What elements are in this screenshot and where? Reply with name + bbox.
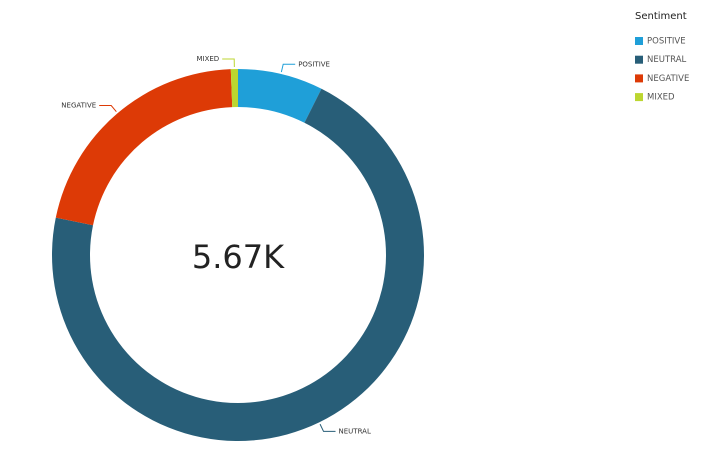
legend-swatch (635, 93, 643, 102)
legend-swatch (635, 74, 643, 83)
legend-label: NEUTRAL (647, 55, 687, 65)
legend-swatch (635, 37, 643, 45)
slice-label: POSITIVE (298, 60, 330, 68)
legend-label: NEGATIVE (647, 74, 689, 84)
legend-title: Sentiment (635, 11, 687, 22)
slice-label: MIXED (196, 55, 219, 63)
donut-slice (55, 69, 233, 226)
leader-line (319, 423, 336, 432)
slice-label: NEGATIVE (61, 102, 96, 110)
legend-label: MIXED (647, 93, 675, 103)
leader-line (222, 58, 235, 68)
donut-slice (238, 69, 322, 123)
donut-slice (230, 69, 238, 108)
slice-label: NEUTRAL (339, 427, 371, 435)
leader-line (99, 105, 117, 112)
leader-line (280, 63, 296, 73)
center-total: 5.67K (192, 238, 285, 276)
legend-label: POSITIVE (647, 37, 686, 47)
legend-swatch (635, 55, 643, 64)
